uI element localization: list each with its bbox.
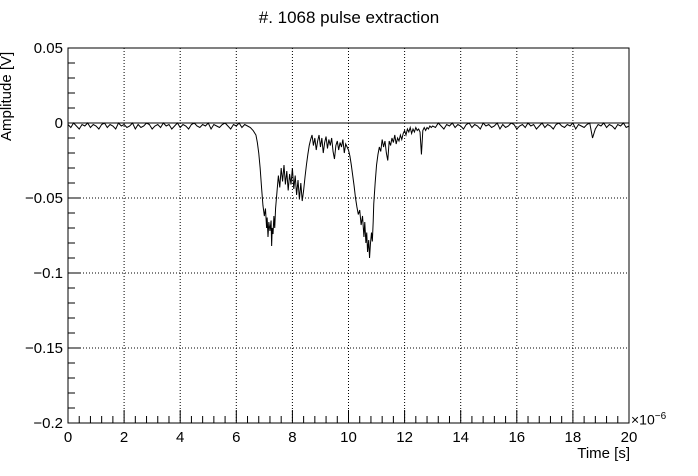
x-tick-label: 14 (452, 429, 469, 446)
x-tick-label: 0 (64, 429, 72, 446)
waveform-path (67, 122, 630, 259)
y-tick-label: −0.15 (25, 340, 63, 357)
plot-title: #. 1068 pulse extraction (258, 8, 440, 27)
x-axis-title: Time [s] (577, 445, 630, 462)
exponent-power: −6 (654, 411, 667, 422)
x-tick-label: 6 (232, 429, 240, 446)
x-tick-label: 2 (120, 429, 128, 446)
x-tick-label: 8 (288, 429, 296, 446)
y-tick-label: −0.2 (33, 415, 63, 432)
x-tick-label: 16 (508, 429, 525, 446)
y-tick-label: 0 (55, 115, 63, 132)
plot-frame (67, 47, 630, 424)
exponent-mantissa: ×10 (631, 411, 655, 428)
x-tick-label: 12 (396, 429, 413, 446)
x-tick-label: 18 (565, 429, 582, 446)
x-tick-label: 20 (621, 429, 638, 446)
y-tick-label: 0.05 (34, 40, 63, 57)
x-tick-label: 10 (340, 429, 357, 446)
x-axis-exponent: ×10−6 (631, 411, 666, 428)
y-tick-label: −0.1 (33, 265, 63, 282)
y-tick-label: −0.05 (25, 190, 63, 207)
x-tick-label: 4 (176, 429, 184, 446)
